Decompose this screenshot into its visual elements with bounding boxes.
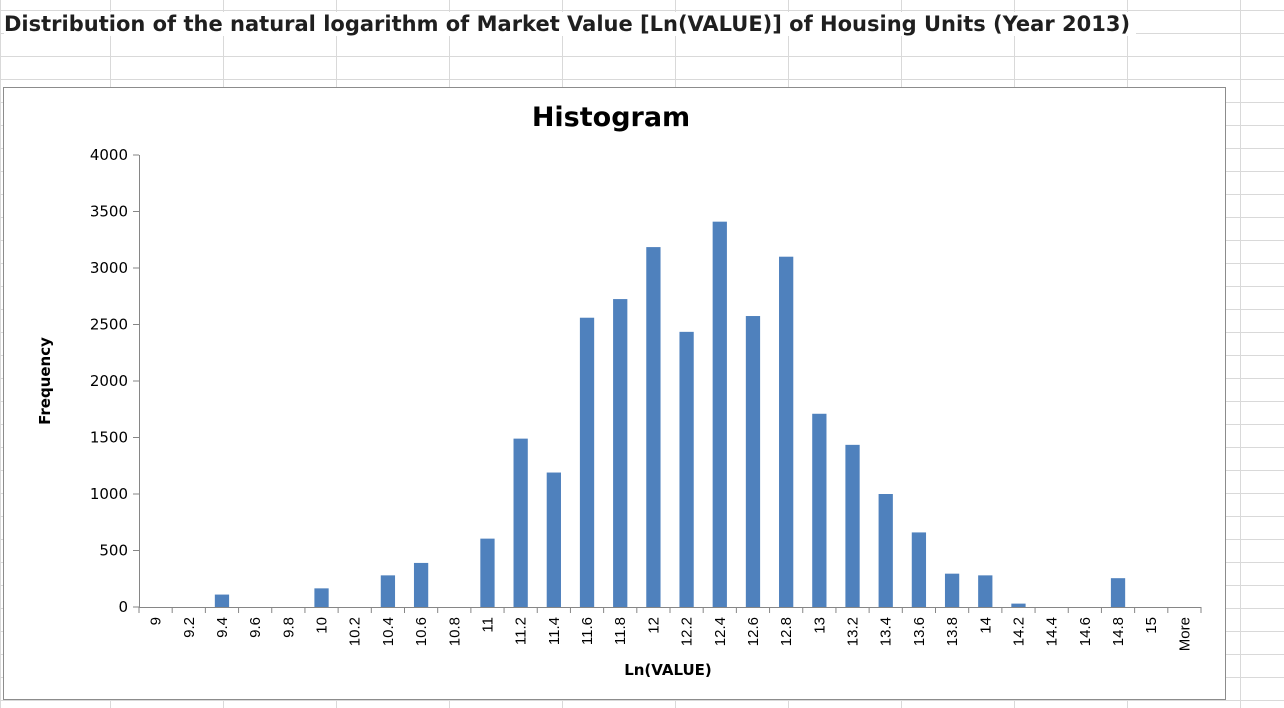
x-tick-label: More bbox=[1176, 617, 1193, 651]
x-tick-label: 12.6 bbox=[745, 617, 762, 646]
x-tick-label: 12.8 bbox=[778, 617, 795, 646]
x-tick-label: 11.4 bbox=[546, 617, 563, 645]
histogram-bar bbox=[380, 575, 396, 607]
y-tick-label: 0 bbox=[118, 598, 128, 616]
x-axis-label: Ln(VALUE) bbox=[624, 661, 712, 679]
x-tick-label: 12.4 bbox=[712, 617, 729, 646]
x-tick-label: 13 bbox=[811, 617, 828, 634]
y-tick-label: 500 bbox=[99, 542, 128, 560]
x-tick-label: 9 bbox=[148, 617, 165, 625]
x-tick-label: 11.8 bbox=[612, 617, 629, 645]
x-tick-label: 11.6 bbox=[579, 617, 596, 645]
x-tick-label: 11.2 bbox=[513, 617, 530, 645]
x-tick-label: 13.8 bbox=[944, 617, 961, 646]
y-tick-label: 3500 bbox=[90, 203, 128, 221]
x-tick-label: 14.4 bbox=[1044, 617, 1061, 646]
y-tick-label: 2500 bbox=[90, 316, 128, 334]
histogram-bar bbox=[546, 472, 561, 607]
histogram-bar bbox=[779, 256, 794, 607]
x-tick-label: 10.6 bbox=[413, 617, 430, 646]
bars bbox=[214, 221, 1126, 608]
y-axis: 0 500 1000 1500 2000 2500 3000 3500 4000 bbox=[90, 146, 140, 616]
y-tick-label: 4000 bbox=[90, 146, 128, 164]
histogram-bar bbox=[1011, 603, 1026, 607]
x-tick-label: 10.8 bbox=[446, 617, 463, 646]
x-tick-label: 15 bbox=[1143, 617, 1160, 634]
chart-area[interactable]: Histogram 0 500 1000 1500 2000 2500 3000 3500 40… bbox=[3, 87, 1226, 700]
histogram-bar bbox=[480, 538, 495, 607]
sheet-title: Distribution of the natural logarithm of… bbox=[4, 12, 1137, 36]
x-tick-label: 14.8 bbox=[1110, 617, 1127, 646]
histogram-bar bbox=[745, 316, 761, 607]
histogram-bar bbox=[1110, 578, 1126, 607]
x-tick-label: 10.2 bbox=[347, 617, 364, 646]
histogram-bar bbox=[712, 221, 727, 608]
histogram-bar bbox=[214, 594, 230, 607]
x-axis: 9 9.2 9.4 9.6 9.8 10 10.2 10.4 10.6 10.8 11 11.2 11.… bbox=[138, 607, 1202, 651]
x-tick-label: 9.2 bbox=[181, 617, 198, 638]
y-axis-label: Frequency bbox=[36, 337, 54, 425]
x-tick-label: 13.4 bbox=[878, 617, 895, 646]
histogram-bar bbox=[911, 532, 927, 607]
histogram-bar bbox=[812, 413, 827, 607]
x-tick-label: 13.2 bbox=[845, 617, 862, 646]
histogram-bar bbox=[646, 247, 661, 607]
histogram-bar bbox=[944, 573, 960, 607]
histogram-bar bbox=[579, 317, 595, 607]
histogram-bar bbox=[845, 444, 860, 607]
histogram-bar bbox=[679, 331, 694, 607]
histogram-bar bbox=[413, 562, 429, 607]
y-tick-label: 1500 bbox=[90, 429, 128, 447]
x-tick-label: 11 bbox=[479, 617, 496, 633]
x-tick-label: 14.6 bbox=[1077, 617, 1094, 646]
histogram-bar bbox=[513, 438, 528, 607]
x-tick-label: 12 bbox=[645, 617, 662, 634]
x-tick-label: 14.2 bbox=[1010, 617, 1027, 646]
histogram-bar bbox=[978, 575, 993, 607]
chart-title: Histogram bbox=[532, 102, 690, 133]
x-tick-label: 9.6 bbox=[247, 617, 264, 638]
y-tick-label: 1000 bbox=[90, 485, 128, 503]
histogram-bar bbox=[314, 588, 329, 607]
histogram-bar bbox=[613, 299, 628, 607]
x-tick-label: 12.2 bbox=[679, 617, 696, 646]
x-tick-label: 14 bbox=[977, 617, 994, 634]
x-tick-label: 9.8 bbox=[280, 617, 297, 638]
y-tick-label: 2000 bbox=[90, 372, 128, 390]
x-tick-label: 9.4 bbox=[214, 617, 231, 638]
x-tick-label: 10 bbox=[314, 617, 331, 634]
x-tick-label: 13.6 bbox=[911, 617, 928, 646]
y-tick-label: 3000 bbox=[90, 259, 128, 277]
x-tick-label: 10.4 bbox=[380, 617, 397, 646]
histogram-bar bbox=[878, 494, 893, 607]
